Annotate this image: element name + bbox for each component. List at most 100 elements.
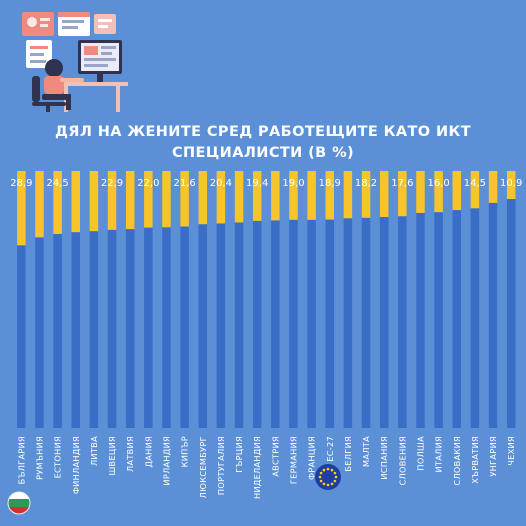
eu-star-icon — [322, 482, 326, 486]
bar-men-10 — [198, 224, 208, 428]
bar-men-15 — [289, 219, 298, 428]
category-label-4: ЛИТВА — [89, 436, 99, 466]
bar-men-16 — [307, 219, 316, 428]
bar-women-14 — [271, 171, 280, 221]
data-label-2: 24,5 — [46, 178, 68, 189]
woman-at-computer-illustration — [22, 12, 128, 112]
bar-women-2 — [53, 171, 62, 234]
bar-women-16 — [307, 171, 316, 220]
data-label-27: 10,9 — [500, 178, 522, 189]
bar-men-5 — [107, 229, 117, 428]
bar-men-24 — [452, 210, 462, 428]
eu-star-icon — [326, 467, 330, 471]
chart-title-line-1: ДЯЛ НА ЖЕНИТЕ СРЕД РАБОТЕЩИТЕ КАТО ИКТ — [54, 124, 472, 140]
category-label-23: ИТАЛИЯ — [434, 436, 444, 473]
eu-star-icon — [333, 479, 337, 483]
data-label-21: 17,6 — [391, 178, 413, 189]
category-label-20: ИСПАНИЯ — [379, 436, 389, 480]
category-label-6: ЛАТВИЯ — [125, 436, 135, 472]
bar-women-24 — [452, 171, 462, 211]
eu-star-icon — [322, 468, 326, 472]
bar-men-14 — [271, 220, 280, 428]
data-label-19: 18,2 — [355, 178, 377, 189]
eu-star-icon — [334, 475, 338, 479]
data-label-5: 22,9 — [101, 178, 123, 189]
bar-women-23 — [434, 171, 443, 213]
bar-women-13 — [252, 171, 262, 221]
bar-men-7 — [144, 227, 153, 428]
bar-women-4 — [89, 171, 99, 232]
data-label-9: 21,6 — [173, 178, 195, 189]
bar-women-22 — [416, 171, 425, 213]
bar-women-15 — [289, 171, 298, 220]
category-label-26: УНГАРИЯ — [488, 436, 498, 477]
category-label-9: КИПЪР — [180, 436, 190, 467]
category-label-18: БЕЛГИЯ — [343, 436, 353, 472]
data-label-0: 28,9 — [10, 178, 32, 189]
bar-men-6 — [125, 229, 135, 428]
data-label-11: 20,4 — [210, 178, 232, 189]
eu-star-icon — [326, 483, 330, 487]
bar-men-20 — [379, 217, 389, 428]
bar-men-13 — [252, 220, 262, 428]
eu-flag-icon — [315, 464, 341, 490]
bar-men-9 — [180, 226, 189, 428]
bar-men-19 — [361, 217, 371, 428]
category-label-21: СЛОВЕНИЯ — [397, 436, 407, 485]
data-label-15: 19,0 — [282, 178, 304, 189]
category-label-16: ФРАНЦИЯ — [307, 436, 317, 480]
category-label-15: ГЕРМАНИЯ — [288, 436, 298, 484]
data-label-23: 16,0 — [427, 178, 449, 189]
category-label-22: ПОЛША — [415, 436, 425, 471]
category-label-14: АВСТРИЯ — [270, 436, 280, 477]
category-label-5: ШВЕЦИЯ — [107, 436, 117, 476]
eu-star-icon — [318, 475, 322, 479]
eu-star-icon — [333, 471, 337, 475]
bar-men-8 — [162, 227, 171, 428]
bar-women-19 — [361, 171, 371, 218]
chart-title: ДЯЛ НА ЖЕНИТЕ СРЕД РАБОТЕЩИТЕ КАТО ИКТ С… — [0, 122, 526, 164]
eu-star-icon — [319, 479, 323, 483]
bar-women-20 — [379, 171, 389, 218]
bar-women-12 — [234, 171, 244, 223]
bar-men-4 — [89, 231, 99, 428]
category-label-17: ЕС-27 — [325, 436, 335, 462]
bar-men-22 — [416, 212, 425, 428]
bar-women-6 — [125, 171, 135, 230]
bar-men-27 — [506, 199, 516, 428]
bar-women-18 — [343, 171, 353, 219]
category-label-24: СЛОВАКИЯ — [452, 436, 462, 486]
eu-star-icon — [330, 468, 334, 472]
category-label-25: ХЪРВАТИЯ — [470, 436, 480, 484]
bar-women-11 — [216, 171, 226, 224]
category-label-3: ФИНЛАНДИЯ — [71, 436, 81, 494]
bar-men-17 — [325, 219, 335, 428]
bar-women-17 — [325, 171, 335, 220]
bar-women-7 — [144, 171, 153, 228]
bar-women-3 — [71, 171, 81, 233]
data-label-7: 22,0 — [137, 178, 159, 189]
bar-men-12 — [234, 222, 244, 428]
bar-men-11 — [216, 223, 226, 428]
bar-women-25 — [470, 171, 480, 209]
bar-men-18 — [343, 218, 353, 428]
category-label-11: ПОРТУГАЛИЯ — [216, 436, 226, 495]
bar-women-21 — [398, 171, 407, 217]
bar-men-2 — [53, 233, 62, 428]
category-label-0: БЪЛГАРИЯ — [16, 436, 26, 484]
data-label-17: 18,9 — [319, 178, 341, 189]
data-label-25: 14,5 — [464, 178, 486, 189]
category-label-27: ЧЕХИЯ — [506, 436, 516, 466]
category-label-8: ИРЛАНДИЯ — [161, 436, 171, 486]
data-label-13: 19,4 — [246, 178, 268, 189]
category-label-2: ЕСТОНИЯ — [53, 436, 63, 478]
bar-men-23 — [434, 212, 443, 428]
eu-star-icon — [319, 471, 323, 475]
bar-men-1 — [35, 237, 44, 428]
category-label-10: ЛЮКСЕМБУРГ — [198, 436, 208, 498]
bar-men-21 — [398, 216, 407, 428]
bar-men-26 — [488, 202, 498, 428]
bar-men-25 — [470, 208, 480, 428]
bar-women-9 — [180, 171, 189, 227]
